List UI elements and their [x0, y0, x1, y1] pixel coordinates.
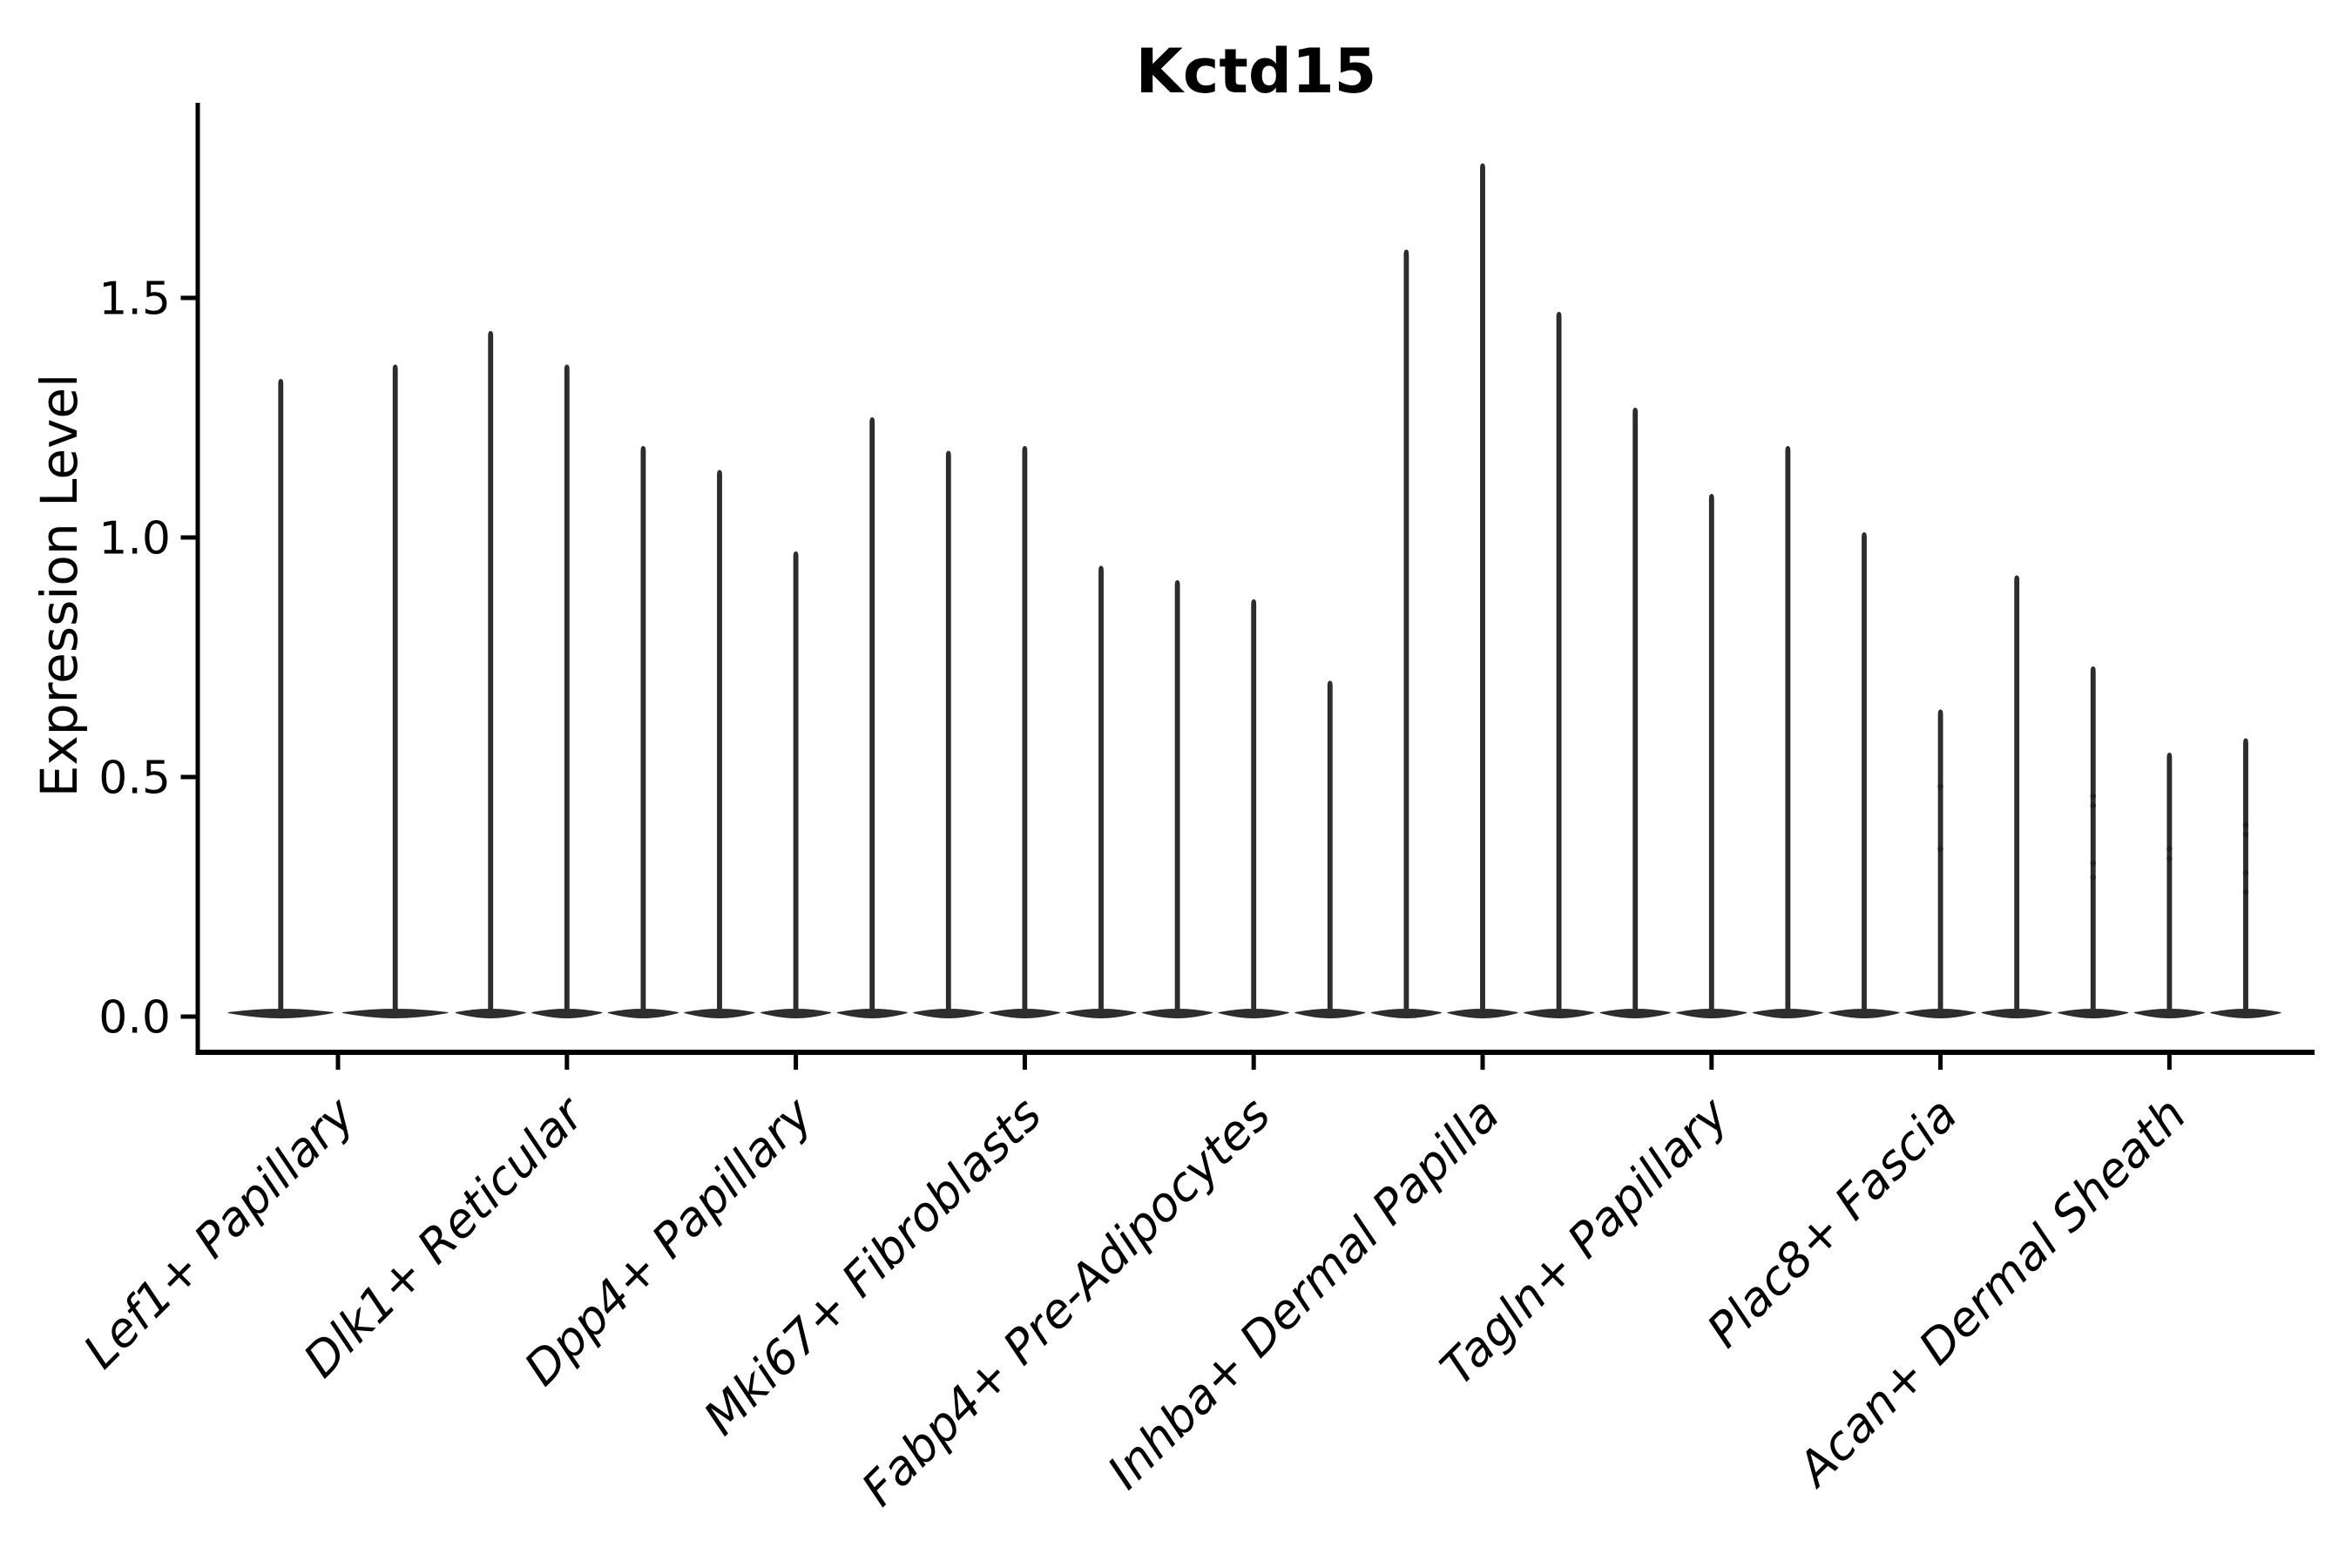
- y-tick: [180, 295, 196, 301]
- y-tick-label: 0.0: [98, 992, 171, 1044]
- x-tick: [1709, 1055, 1714, 1070]
- jitter-point: [2090, 860, 2096, 867]
- jitter-point: [2166, 855, 2173, 862]
- jitter-point: [2090, 802, 2096, 809]
- violin-shape: [1752, 445, 1823, 1019]
- y-tick: [180, 774, 196, 780]
- violin-shape: [1524, 311, 1595, 1019]
- x-tick-label: Inhba+ Dermal Papilla: [1097, 1087, 1510, 1500]
- jitter-point: [2166, 846, 2173, 852]
- jitter-point: [2090, 875, 2096, 881]
- violin-shape: [836, 416, 908, 1019]
- violin-shape: [913, 450, 984, 1019]
- violin-shape: [1218, 598, 1289, 1019]
- violin-shape: [1294, 680, 1366, 1019]
- violin-shape: [531, 364, 603, 1019]
- y-tick-label: 1.0: [98, 513, 171, 565]
- y-tick-label: 1.5: [98, 274, 171, 326]
- violin-shape: [227, 378, 334, 1019]
- x-tick: [2166, 1055, 2172, 1070]
- x-tick-label: Acan+ Dermal Sheath: [1786, 1087, 2197, 1498]
- violin-shape: [1828, 531, 1900, 1019]
- violin-shape: [607, 445, 679, 1019]
- x-tick: [1480, 1055, 1485, 1070]
- x-tick: [794, 1055, 799, 1070]
- violin-shape: [1370, 249, 1442, 1019]
- jitter-point: [2242, 831, 2249, 838]
- violin-shape: [684, 470, 755, 1019]
- violin-shape: [342, 364, 449, 1019]
- y-tick: [180, 1014, 196, 1019]
- violin-shape: [989, 445, 1060, 1019]
- y-axis-label: Expression Level: [30, 374, 89, 797]
- x-tick-label: Fabp4+ Pre-Adipocytes: [851, 1087, 1281, 1517]
- jitter-point: [2242, 869, 2249, 876]
- y-axis-spine: [195, 103, 200, 1055]
- violin-shape: [1065, 565, 1137, 1019]
- jitter-point: [1937, 846, 1943, 852]
- violin-shape: [2058, 666, 2129, 1019]
- y-tick-label: 0.5: [98, 753, 171, 805]
- jitter-point: [2090, 793, 2096, 800]
- jitter-point: [2242, 821, 2249, 828]
- violin-shape: [1142, 579, 1213, 1019]
- x-axis-spine: [195, 1050, 2315, 1055]
- violins: [227, 163, 2281, 1019]
- jitter-point: [2242, 889, 2249, 896]
- violin-shape: [1676, 493, 1747, 1019]
- violin-shape: [1599, 407, 1671, 1019]
- violin-shape: [455, 330, 526, 1019]
- violin-shape: [1981, 575, 2052, 1019]
- violin-shape: [1447, 163, 1518, 1019]
- x-tick: [335, 1055, 341, 1070]
- violin-shape: [2210, 738, 2281, 1019]
- jitter-point: [1937, 783, 1943, 790]
- x-tick: [1251, 1055, 1256, 1070]
- x-tick: [564, 1055, 570, 1070]
- axes: [180, 103, 2315, 1070]
- chart-title: Kctd15: [1136, 36, 1377, 107]
- violin-shape: [2133, 752, 2205, 1019]
- violin-shape: [760, 551, 832, 1019]
- x-tick: [1938, 1055, 1943, 1070]
- x-tick: [1022, 1055, 1027, 1070]
- y-tick: [180, 535, 196, 540]
- violin-shape: [1905, 709, 1977, 1019]
